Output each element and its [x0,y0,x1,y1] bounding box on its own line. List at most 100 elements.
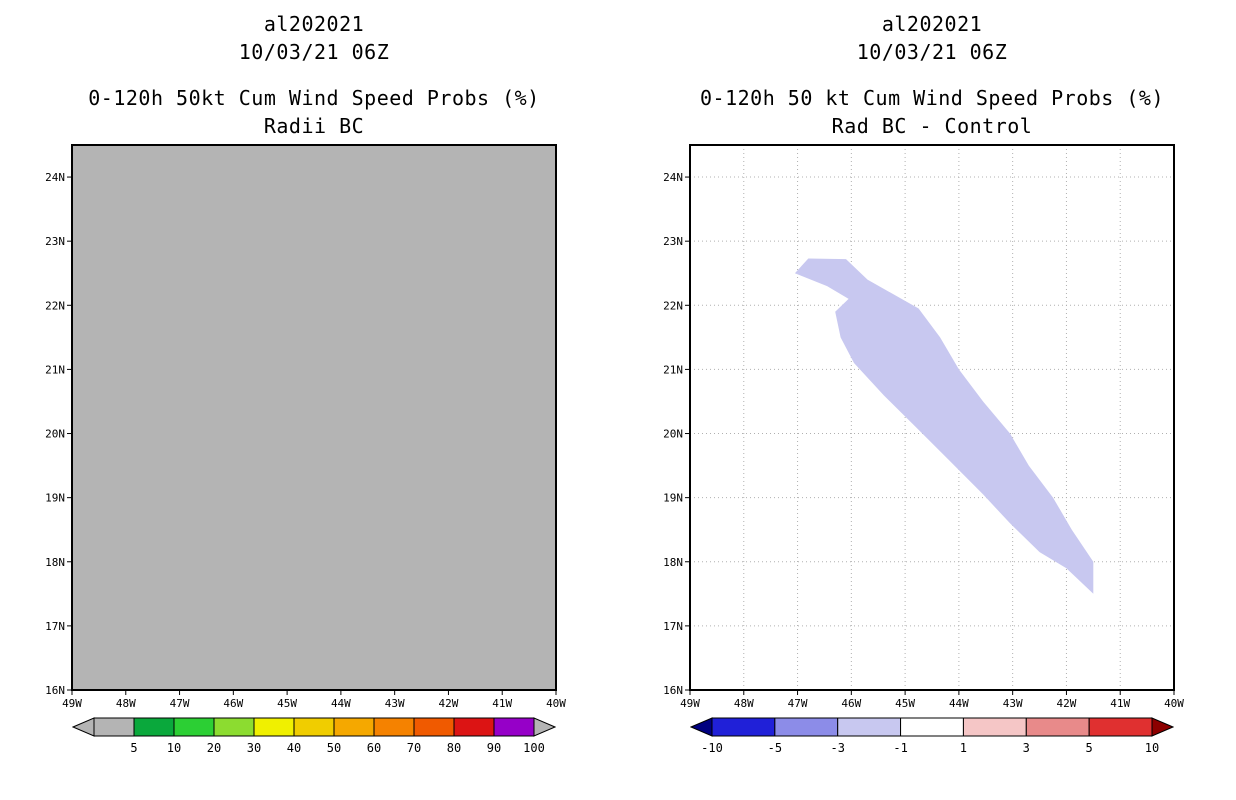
colorbar-label: 90 [487,741,501,755]
panel-rad-bc-control: al202021 10/03/21 06Z 0-120h 50 kt Cum W… [618,0,1236,800]
colorbar-segment [837,717,902,737]
init-time: 10/03/21 06Z [238,40,390,64]
lon-tick-label: 42W [439,697,459,710]
colorbar-label: 100 [523,741,545,755]
colorbar-segment [1025,717,1090,737]
lat-tick-label: 20N [663,428,683,441]
colorbar-label: 60 [367,741,381,755]
storm-id: al202021 [881,12,983,36]
lon-tick-label: 49W [680,697,700,710]
colorbar-difference: -10 -5 -3 -1 1 3 5 10 [690,717,1174,755]
colorbar-right-arrow [1151,717,1174,737]
lon-tick-label: 46W [223,697,243,710]
lat-tick-label: 18N [45,556,65,569]
lon-tick-label: 44W [331,697,351,710]
lat-tick-label: 18N [663,556,683,569]
lon-tick-label: 41W [1110,697,1130,710]
lat-tick-label: 24N [45,171,65,184]
colorbar-label: 70 [407,741,421,755]
lon-tick-label: 46W [841,697,861,710]
colorbar-label: -10 [701,741,723,755]
lat-tick-label: 17N [45,620,65,633]
lon-tick-label: 47W [788,697,808,710]
colorbar-segment [413,717,455,737]
plot-title: 0-120h 50 kt Cum Wind Speed Probs (%) [699,86,1165,110]
colorbar-label: 50 [327,741,341,755]
lat-tick-label: 19N [45,492,65,505]
colorbar-segment [962,717,1027,737]
colorbar-label: 80 [447,741,461,755]
lat-tick-label: 22N [663,299,683,312]
lon-tick-label: 42W [1057,697,1077,710]
lat-tick-label: 22N [45,299,65,312]
lon-tick-label: 43W [1003,697,1023,710]
colorbar-right-arrow [533,717,556,737]
lon-tick-label: 41W [492,697,512,710]
colorbar-label: -5 [768,741,782,755]
lon-tick-label: 40W [546,697,566,710]
map-border [71,144,557,691]
colorbar-label: -3 [830,741,844,755]
plot-subtitle: Radii BC [263,114,365,138]
colorbar-segment [373,717,415,737]
colorbar-segment [711,717,776,737]
storm-id: al202021 [263,12,365,36]
init-time: 10/03/21 06Z [856,40,1008,64]
colorbar-label: 5 [130,741,137,755]
colorbar-segment [213,717,255,737]
lon-tick-label: 43W [385,697,405,710]
map-border [689,144,1175,691]
colorbar-segment [293,717,335,737]
lat-tick-label: 21N [663,363,683,376]
lat-tick-label: 24N [663,171,683,184]
map-background [72,145,556,690]
colorbar-segment [493,717,535,737]
colorbar-segment [333,717,375,737]
colorbar-label: 10 [167,741,181,755]
colorbar-segment [900,717,964,737]
colorbar-label: -1 [893,741,907,755]
colorbar-label: 20 [207,741,221,755]
colorbar-segment [133,717,175,737]
colorbar-label: 30 [247,741,261,755]
lat-tick-label: 16N [45,684,65,697]
colorbar-segment [453,717,495,737]
lat-tick-label: 16N [663,684,683,697]
lon-tick-label: 49W [62,697,82,710]
lat-tick-label: 19N [663,492,683,505]
colorbar-segment [1088,717,1153,737]
panel-header: al202021 10/03/21 06Z 0-120h 50 kt Cum W… [672,10,1192,140]
colorbar-label: 5 [1086,741,1093,755]
lon-tick-label: 47W [170,697,190,710]
probability-difference-band [794,258,1094,594]
lon-tick-label: 45W [895,697,915,710]
plot-subtitle: Rad BC - Control [831,114,1033,138]
panel-header: al202021 10/03/21 06Z 0-120h 50kt Cum Wi… [54,10,574,140]
colorbar-label: 10 [1145,741,1159,755]
colorbar-label: 3 [1023,741,1030,755]
lon-tick-label: 45W [277,697,297,710]
colorbar-segment [173,717,215,737]
lat-tick-label: 20N [45,428,65,441]
colorbar-left-arrow [72,717,95,737]
lon-tick-label: 44W [949,697,969,710]
lon-tick-label: 48W [116,697,136,710]
panel-radii-bc: al202021 10/03/21 06Z 0-120h 50kt Cum Wi… [45,10,574,755]
lat-tick-label: 17N [663,620,683,633]
colorbar-label: 40 [287,741,301,755]
lat-tick-label: 21N [45,363,65,376]
colorbar-segment [253,717,295,737]
lon-tick-label: 48W [734,697,754,710]
lat-tick-label: 23N [45,235,65,248]
colorbar-label: 1 [960,741,967,755]
lat-tick-label: 23N [663,235,683,248]
colorbar-probability: 5 10 20 30 40 50 60 70 80 90 100 [72,717,556,755]
lon-tick-label: 40W [1164,697,1184,710]
colorbar-segment [774,717,839,737]
colorbar-left-arrow [690,717,713,737]
colorbar-segment [93,717,135,737]
plot-title: 0-120h 50kt Cum Wind Speed Probs (%) [88,86,540,110]
